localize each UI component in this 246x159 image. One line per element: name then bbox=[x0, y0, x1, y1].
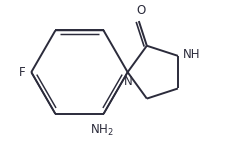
Text: NH: NH bbox=[183, 48, 200, 61]
Text: N: N bbox=[124, 75, 133, 88]
Text: F: F bbox=[19, 66, 26, 79]
Text: O: O bbox=[136, 4, 145, 17]
Text: NH$_2$: NH$_2$ bbox=[90, 123, 114, 138]
